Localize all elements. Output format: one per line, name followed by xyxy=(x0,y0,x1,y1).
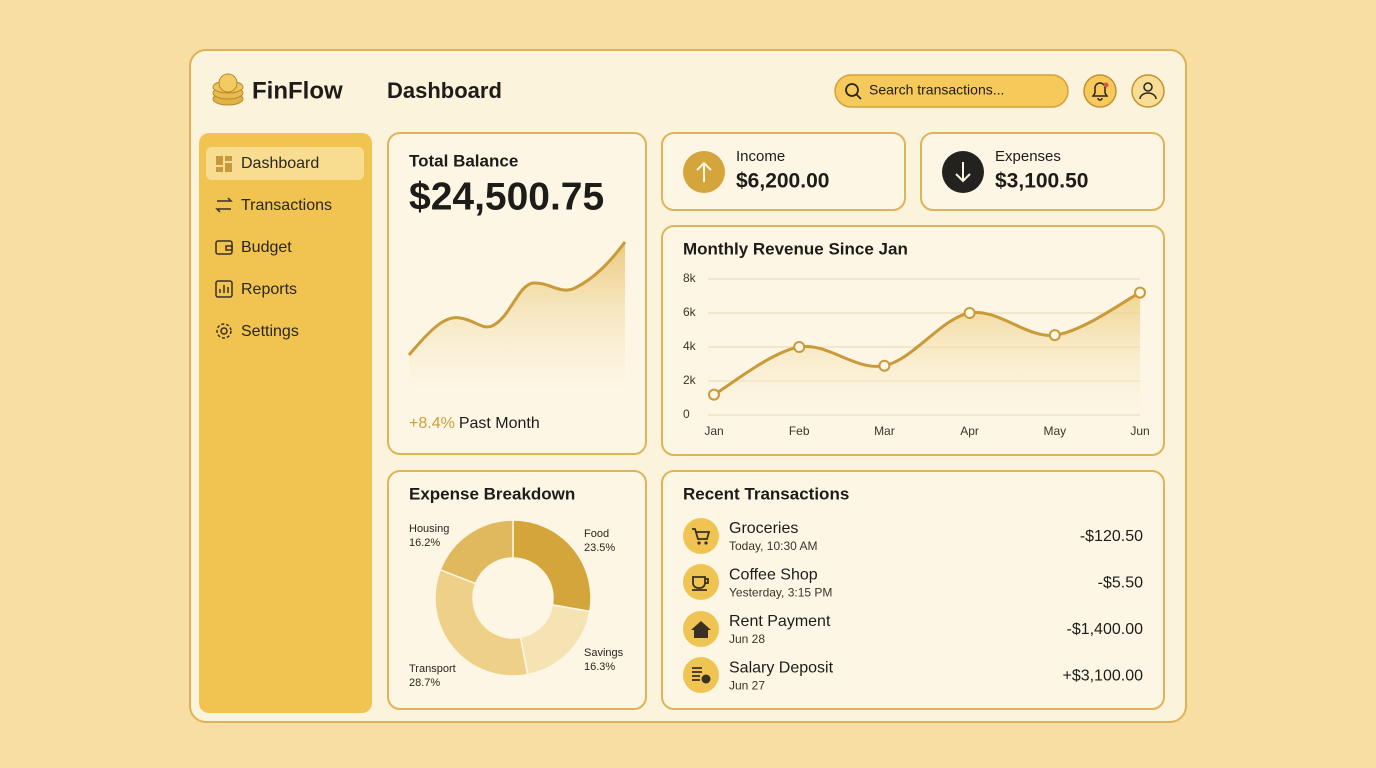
sparkline xyxy=(407,241,627,356)
point xyxy=(708,388,720,401)
slice-label: Housing xyxy=(409,523,449,535)
x-tick-label: Apr xyxy=(960,424,979,438)
nav-item[interactable]: Transactions xyxy=(241,197,332,214)
search-field[interactable] xyxy=(834,74,1069,108)
point xyxy=(1048,329,1061,342)
y-tick-label: 0 xyxy=(683,407,690,421)
income-arrow xyxy=(696,161,712,182)
x-tick-label: Jan xyxy=(704,424,723,438)
nav-item[interactable]: Dashboard xyxy=(241,155,319,172)
active-nav-highlight xyxy=(206,147,364,180)
expenses-amount: $3,100.50 xyxy=(995,170,1088,193)
slice-label: Food xyxy=(584,528,609,540)
x-tick-label: Jun xyxy=(1130,424,1149,438)
page-title: Dashboard xyxy=(387,78,502,103)
balance-change: +8.4% xyxy=(409,415,455,432)
transaction-name: Salary Deposit xyxy=(729,660,834,677)
transaction-time: Jun 27 xyxy=(729,679,765,693)
expenses-label: Expenses xyxy=(995,148,1061,165)
balance-period: Past Month xyxy=(459,415,540,432)
y-tick-label: 6k xyxy=(683,305,697,319)
slice-label: Transport xyxy=(409,663,456,675)
donut-slice xyxy=(512,519,592,613)
transaction-icons xyxy=(683,518,719,693)
income-label: Income xyxy=(736,148,785,165)
transaction-time: Today, 10:30 AM xyxy=(729,539,818,553)
x-tick-label: Feb xyxy=(789,424,810,438)
transactions-card xyxy=(661,470,1165,710)
transaction-name: Coffee Shop xyxy=(729,567,818,584)
balance-change-row: +8.4% Past Month xyxy=(409,415,540,432)
sidebar xyxy=(199,133,372,713)
slice-label: Savings xyxy=(584,647,624,659)
income-amount: $6,200.00 xyxy=(736,170,829,193)
y-tick-label: 2k xyxy=(683,373,697,387)
search-icon xyxy=(845,83,859,97)
expenses-card xyxy=(920,132,1165,211)
slice-value: 16.2% xyxy=(409,537,440,549)
donut-slice xyxy=(439,519,514,585)
y-tick-label: 4k xyxy=(683,339,697,353)
line xyxy=(713,291,1141,396)
slice-value: 16.3% xyxy=(584,661,615,673)
card-title: Total Balance xyxy=(409,151,518,170)
search-icon xyxy=(855,93,862,100)
income-card xyxy=(661,132,906,211)
profile-button[interactable] xyxy=(1131,74,1165,108)
expenses-arrow xyxy=(955,162,971,183)
point xyxy=(963,307,976,319)
y-tick-label: 8k xyxy=(683,271,697,285)
sparkline-area xyxy=(409,242,625,395)
nav-item[interactable]: Settings xyxy=(241,323,299,340)
chart-title: Expense Breakdown xyxy=(409,484,575,503)
slice-value: 23.5% xyxy=(584,542,615,554)
breakdown-card xyxy=(387,470,647,710)
transaction-time: Jun 28 xyxy=(729,632,765,646)
nav-icons xyxy=(215,156,233,339)
search-placeholder: Search transactions... xyxy=(869,82,1004,98)
point xyxy=(793,341,806,353)
nav-item[interactable]: Budget xyxy=(241,239,292,256)
transaction-amount: -$1,400.00 xyxy=(1066,621,1143,638)
chart-title: Monthly Revenue Since Jan xyxy=(683,239,908,258)
logo-icon xyxy=(212,73,244,106)
notification-button[interactable] xyxy=(1083,74,1117,108)
nav-item[interactable]: Reports xyxy=(241,281,297,298)
transaction-amount: +$3,100.00 xyxy=(1062,668,1143,685)
x-tick-label: May xyxy=(1043,424,1066,438)
point xyxy=(878,359,891,372)
transactions-title: Recent Transactions xyxy=(683,484,849,503)
x-tick-label: Mar xyxy=(874,424,895,438)
transaction-name: Groceries xyxy=(729,520,798,537)
transaction-amount: -$120.50 xyxy=(1080,528,1143,545)
brand: FinFlow xyxy=(252,77,343,104)
area xyxy=(714,292,1140,415)
slice-value: 28.7% xyxy=(409,677,440,689)
search-box[interactable]: Search transactions... xyxy=(834,74,1069,108)
point xyxy=(1134,286,1146,299)
transaction-amount: -$5.50 xyxy=(1098,575,1143,592)
donut-slice xyxy=(434,568,529,677)
transaction-name: Rent Payment xyxy=(729,613,831,630)
transaction-time: Yesterday, 3:15 PM xyxy=(729,586,832,600)
balance-amount: $24,500.75 xyxy=(409,175,604,218)
